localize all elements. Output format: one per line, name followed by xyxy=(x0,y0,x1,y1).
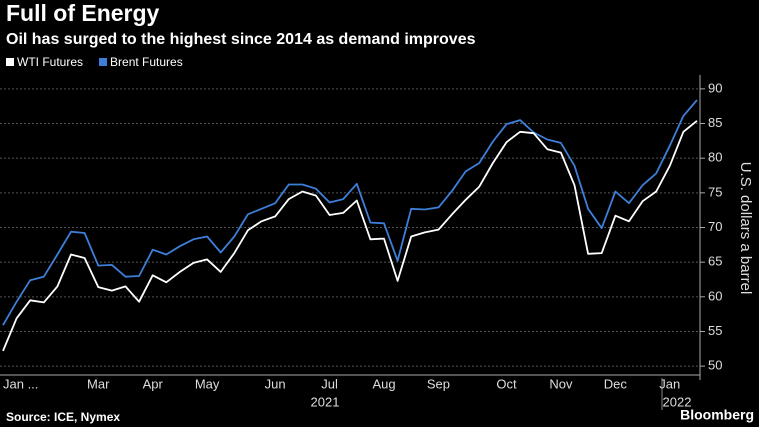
y-tick-label: 70 xyxy=(708,219,722,234)
series-line xyxy=(2,99,698,326)
x-tick-label: Jun xyxy=(265,376,286,391)
x-tick-label: Apr xyxy=(143,376,164,391)
source: Source: ICE, Nymex xyxy=(6,410,120,424)
x-tick-label: Oct xyxy=(496,376,517,391)
legend-swatch xyxy=(6,58,14,66)
x-tick-label: Mar xyxy=(87,376,110,391)
y-tick-label: 90 xyxy=(708,80,722,95)
legend-swatch xyxy=(99,58,108,66)
legend: WTI Futures Brent Futures xyxy=(6,55,183,69)
year-label: 2022 xyxy=(663,394,692,409)
y-tick-label: 55 xyxy=(708,323,722,338)
y-tick-label: 65 xyxy=(708,254,722,269)
legend-label: Brent Futures xyxy=(110,55,183,69)
x-tick-label: Jan xyxy=(659,376,680,391)
x-tick-label: Nov xyxy=(549,376,573,391)
legend-label: WTI Futures xyxy=(17,55,83,69)
x-tick-label: Aug xyxy=(372,376,395,391)
series-line xyxy=(2,120,698,352)
x-tick-label: Dec xyxy=(604,376,628,391)
x-tick-label: Jul xyxy=(321,376,338,391)
x-tick-label: May xyxy=(195,376,220,391)
y-tick-label: 80 xyxy=(708,150,722,165)
chart-subtitle: Oil has surged to the highest since 2014… xyxy=(6,31,476,48)
y-tick-label: 85 xyxy=(708,115,722,130)
x-tick-label: Jan ... xyxy=(3,376,38,391)
y-tick-label: 60 xyxy=(708,288,722,303)
x-tick-label: Sep xyxy=(427,376,450,391)
y-axis-label: U.S. dollars a barrel xyxy=(737,162,754,295)
brand: Bloomberg xyxy=(680,407,754,423)
year-label: 2021 xyxy=(311,394,340,409)
y-tick-label: 75 xyxy=(708,184,722,199)
y-tick-label: 50 xyxy=(708,358,722,373)
chart-title: Full of Energy xyxy=(6,0,160,26)
